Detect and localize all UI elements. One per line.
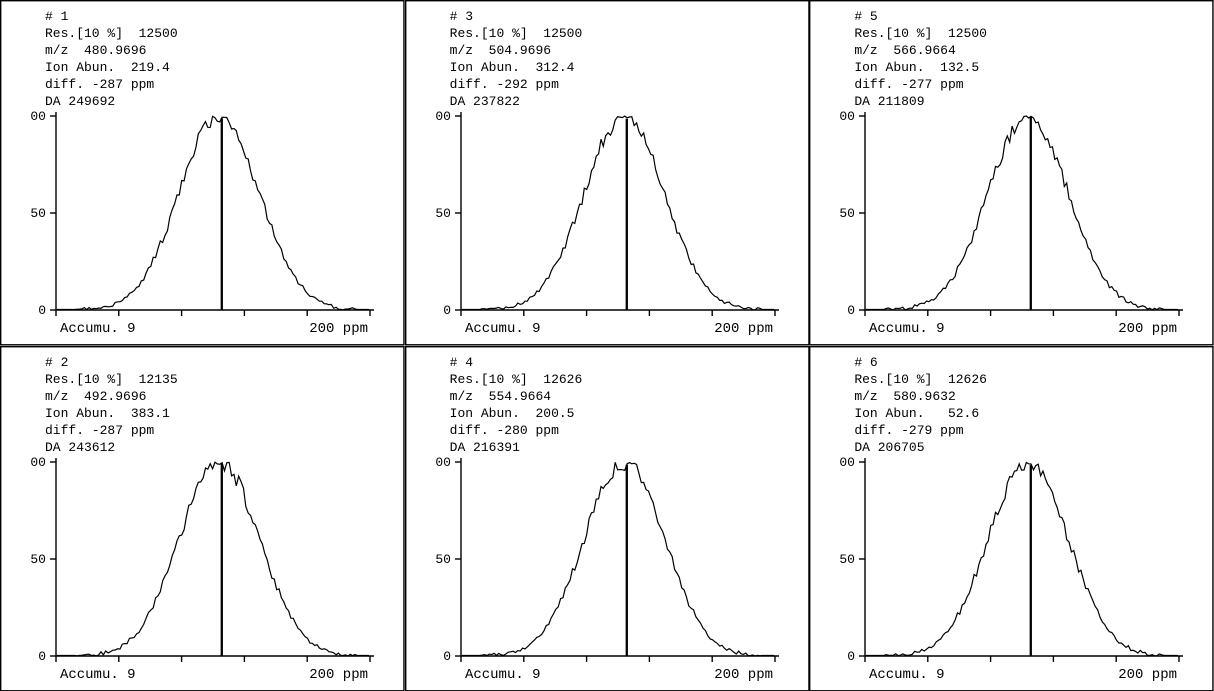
meta-line: m/z 492.9696 xyxy=(45,388,178,405)
y-tick-label: 50 xyxy=(435,206,451,221)
meta-line: # 4 xyxy=(450,354,583,371)
meta-line: Res.[10 %] 12500 xyxy=(45,25,178,42)
y-tick-label: 50 xyxy=(30,551,46,566)
meta-line: Ion Abun. 383.1 xyxy=(45,405,178,422)
x-axis-label-right: 200 ppm xyxy=(309,321,368,337)
meta-line: diff. -277 ppm xyxy=(854,76,987,93)
meta-line: # 5 xyxy=(854,8,987,25)
meta-line: Ion Abun. 219.4 xyxy=(45,59,178,76)
meta-line: Res.[10 %] 12135 xyxy=(45,371,178,388)
meta-line: # 3 xyxy=(450,8,583,25)
x-axis-label-left: Accumu. 9 xyxy=(60,321,136,337)
y-tick-label: 0 xyxy=(443,648,451,663)
y-tick-label: 0 xyxy=(848,303,856,318)
panel-meta: # 4Res.[10 %] 12626m/z 554.9664Ion Abun.… xyxy=(450,354,583,456)
y-tick-label: 0 xyxy=(38,303,46,318)
meta-line: DA 206705 xyxy=(854,439,987,456)
panel-meta: # 2Res.[10 %] 12135m/z 492.9696Ion Abun.… xyxy=(45,354,178,456)
meta-line: diff. -287 ppm xyxy=(45,422,178,439)
meta-line: Ion Abun. 312.4 xyxy=(450,59,583,76)
y-tick-label: 0 xyxy=(848,648,856,663)
y-tick-label: 50 xyxy=(30,206,46,221)
x-axis-label-right: 200 ppm xyxy=(714,666,773,682)
panel-meta: # 5Res.[10 %] 12500m/z 566.9664Ion Abun.… xyxy=(854,8,987,110)
y-tick-label: 0 xyxy=(38,648,46,663)
meta-line: diff. -292 ppm xyxy=(450,76,583,93)
x-axis-label-left: Accumu. 9 xyxy=(465,666,541,682)
meta-line: # 1 xyxy=(45,8,178,25)
meta-line: Res.[10 %] 12500 xyxy=(450,25,583,42)
y-tick-label: 00 xyxy=(435,109,451,124)
x-axis-label-right: 200 ppm xyxy=(1119,321,1178,337)
x-axis-label-right: 200 ppm xyxy=(1119,666,1178,682)
panel-2: 0 50 00 Accumu. 9 200 ppm # 2Res.[10 %] 12135… xyxy=(0,346,405,691)
meta-line: m/z 554.9664 xyxy=(450,388,583,405)
panel-6: 0 50 00 Accumu. 9 200 ppm # 6Res.[10 %] 12626… xyxy=(809,346,1214,691)
meta-line: diff. -279 ppm xyxy=(854,422,987,439)
meta-line: m/z 480.9696 xyxy=(45,42,178,59)
x-axis-label-right: 200 ppm xyxy=(714,321,773,337)
meta-line: diff. -287 ppm xyxy=(45,76,178,93)
y-tick-label: 50 xyxy=(840,551,856,566)
panel-meta: # 3Res.[10 %] 12500m/z 504.9696Ion Abun.… xyxy=(450,8,583,110)
x-axis-label-left: Accumu. 9 xyxy=(869,666,945,682)
meta-line: Res.[10 %] 12626 xyxy=(854,371,987,388)
meta-line: DA 211809 xyxy=(854,93,987,110)
meta-line: # 2 xyxy=(45,354,178,371)
panel-5: 0 50 00 Accumu. 9 200 ppm # 5Res.[10 %] 12500… xyxy=(809,0,1214,346)
x-axis-label-right: 200 ppm xyxy=(309,666,368,682)
y-tick-label: 0 xyxy=(443,303,451,318)
meta-line: Ion Abun. 132.5 xyxy=(854,59,987,76)
y-tick-label: 00 xyxy=(30,455,46,470)
meta-line: # 6 xyxy=(854,354,987,371)
meta-line: DA 243612 xyxy=(45,439,178,456)
y-tick-label: 00 xyxy=(840,455,856,470)
panel-meta: # 6Res.[10 %] 12626m/z 580.9632Ion Abun.… xyxy=(854,354,987,456)
meta-line: diff. -280 ppm xyxy=(450,422,583,439)
panel-4: 0 50 00 Accumu. 9 200 ppm # 4Res.[10 %] 12626… xyxy=(405,346,810,691)
meta-line: Ion Abun. 200.5 xyxy=(450,405,583,422)
panel-grid: 05000Accumu. 9200 ppm# 1Res.[10 %] 12500… xyxy=(0,0,1214,691)
y-tick-label: 00 xyxy=(435,455,451,470)
meta-line: m/z 504.9696 xyxy=(450,42,583,59)
meta-line: DA 249692 xyxy=(45,93,178,110)
y-tick-label: 00 xyxy=(840,109,856,124)
meta-line: Ion Abun. 52.6 xyxy=(854,405,987,422)
panel-3: 0 50 00 Accumu. 9 200 ppm # 3Res.[10 %] 12500… xyxy=(405,0,810,346)
x-axis-label-left: Accumu. 9 xyxy=(869,321,945,337)
meta-line: Res.[10 %] 12500 xyxy=(854,25,987,42)
panel-1: 0 50 00 Accumu. 9 200 ppm # 1Res.[10 %] 12500… xyxy=(0,0,405,346)
y-tick-label: 50 xyxy=(840,206,856,221)
y-tick-label: 50 xyxy=(435,551,451,566)
panel-meta: # 1Res.[10 %] 12500m/z 480.9696Ion Abun.… xyxy=(45,8,178,110)
x-axis-label-left: Accumu. 9 xyxy=(60,666,136,682)
meta-line: m/z 566.9664 xyxy=(854,42,987,59)
y-tick-label: 00 xyxy=(30,109,46,124)
meta-line: DA 237822 xyxy=(450,93,583,110)
meta-line: m/z 580.9632 xyxy=(854,388,987,405)
x-axis-label-left: Accumu. 9 xyxy=(465,321,541,337)
meta-line: Res.[10 %] 12626 xyxy=(450,371,583,388)
meta-line: DA 216391 xyxy=(450,439,583,456)
